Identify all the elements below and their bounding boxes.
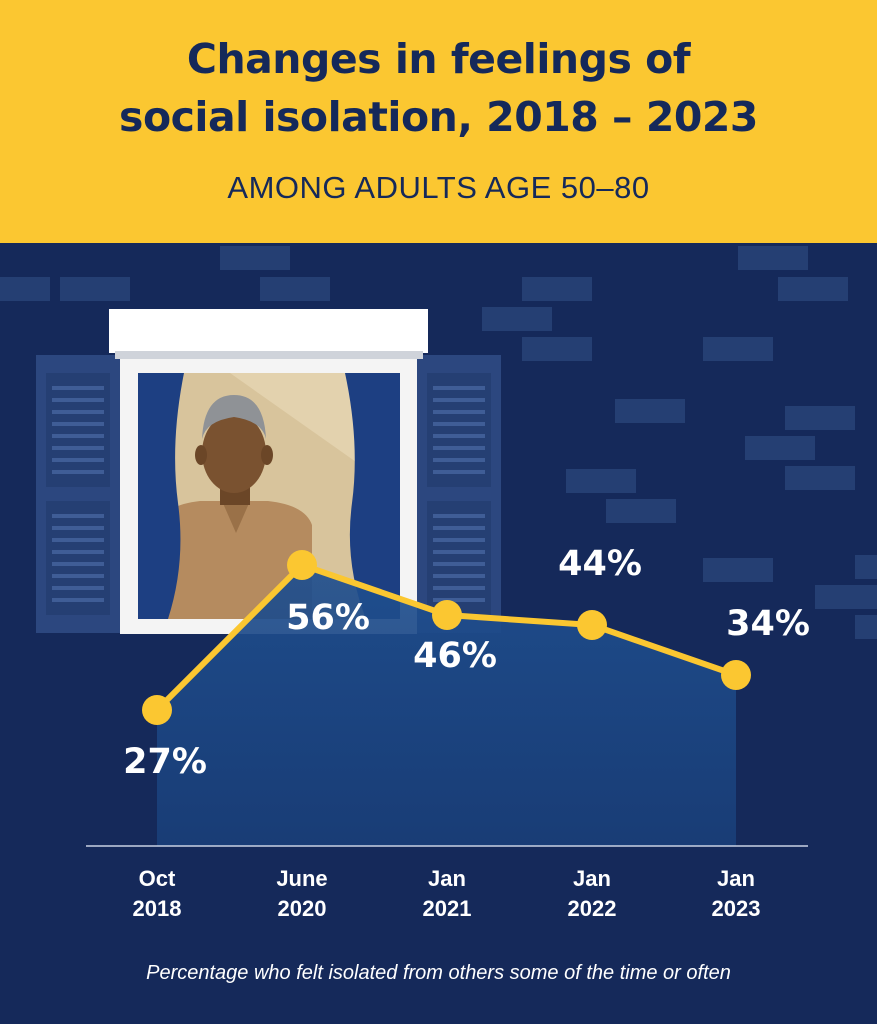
brick: [785, 406, 855, 430]
brick: [815, 585, 877, 609]
data-point-4: [577, 610, 607, 640]
brick: [703, 558, 773, 582]
brick: [566, 469, 636, 493]
brick: [745, 436, 815, 460]
chart-title: Changes in feelings of social isolation,…: [0, 30, 877, 146]
brick: [522, 277, 592, 301]
brick: [855, 555, 877, 579]
x-tick-label-1-line-2: 2018: [133, 896, 182, 921]
brick: [785, 466, 855, 490]
brick: [260, 277, 330, 301]
brick: [778, 277, 848, 301]
x-tick-label-5-line-1: Jan: [717, 866, 755, 891]
data-label-3: 46%: [413, 636, 497, 676]
brick-wall-decoration: [0, 246, 877, 639]
title-line-1: Changes in feelings of: [186, 35, 691, 83]
x-tick-label-4-line-1: Jan: [573, 866, 611, 891]
x-tick-label-3-line-2: 2021: [423, 896, 472, 921]
footnote: Percentage who felt isolated from others…: [146, 962, 731, 984]
x-tick-label-3-line-1: Jan: [428, 866, 466, 891]
brick: [482, 307, 552, 331]
x-tick-label-4-line-2: 2022: [568, 896, 617, 921]
brick: [703, 337, 773, 361]
data-label-2: 56%: [286, 598, 370, 638]
right-curtain: [345, 373, 400, 619]
brick: [522, 337, 592, 361]
x-tick-label-1-line-1: Oct: [139, 866, 176, 891]
data-point-5: [721, 660, 751, 690]
brick: [0, 277, 50, 301]
data-point-2: [287, 550, 317, 580]
data-label-4: 44%: [558, 544, 642, 584]
data-point-3: [432, 600, 462, 630]
brick: [60, 277, 130, 301]
left-curtain: [138, 373, 184, 619]
header-banner: Changes in feelings of social isolation,…: [0, 0, 877, 243]
data-label-1: 27%: [123, 742, 207, 782]
title-line-2: social isolation, 2018 – 2023: [119, 93, 758, 141]
x-tick-label-2-line-1: June: [276, 866, 327, 891]
data-label-5: 34%: [726, 604, 810, 644]
line-chart: 27% 56% 46% 44% 34% Oct 2018 June 2020 Jan 2021 Ja…: [86, 544, 810, 921]
brick: [738, 246, 808, 270]
brick: [615, 399, 685, 423]
brick: [220, 246, 290, 270]
data-point-1: [142, 695, 172, 725]
window-illustration: [36, 309, 501, 634]
chart-subtitle: AMONG ADULTS AGE 50–80: [227, 170, 650, 205]
x-tick-label-5-line-2: 2023: [712, 896, 761, 921]
x-tick-label-2-line-2: 2020: [278, 896, 327, 921]
window-awning: [109, 309, 428, 353]
brick: [606, 499, 676, 523]
brick: [855, 615, 877, 639]
chart-scene: 27% 56% 46% 44% 34% Oct 2018 June 2020 Jan 2021 Ja…: [0, 246, 877, 921]
